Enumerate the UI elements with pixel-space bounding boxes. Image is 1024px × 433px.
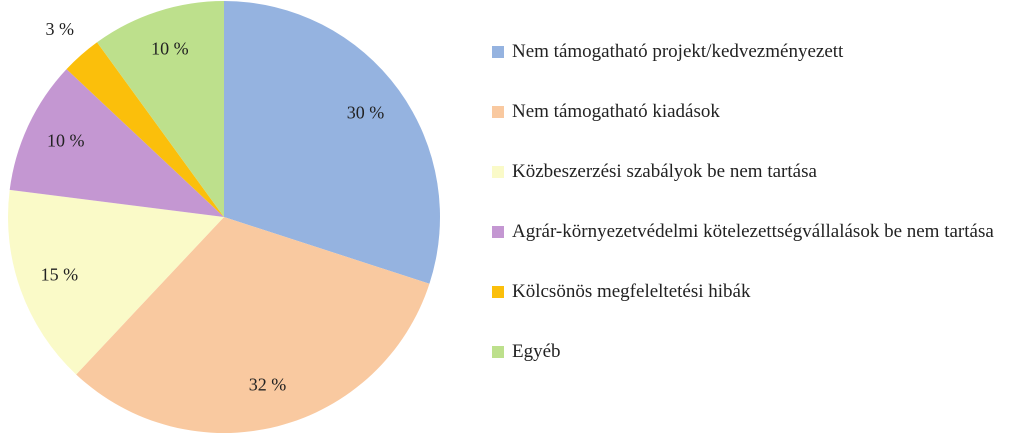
legend-swatch <box>492 226 504 238</box>
legend-swatch <box>492 346 504 358</box>
legend-item: Agrár-környezetvédelmi kötelezettségváll… <box>492 219 1017 245</box>
legend-label: Nem támogatható kiadások <box>512 101 720 122</box>
legend-item: Kölcsönös megfeleltetési hibák <box>492 279 1017 305</box>
legend-label: Egyéb <box>512 341 561 362</box>
pie-slice <box>9 69 225 218</box>
legend-label: Közbeszerzési szabályok be nem tartása <box>512 161 817 182</box>
legend-item: Egyéb <box>492 339 1017 365</box>
legend-item: Nem támogatható kiadások <box>492 99 1017 125</box>
data-label: 10 % <box>47 131 85 151</box>
legend-swatch <box>492 166 504 178</box>
data-label: 3 % <box>45 19 74 39</box>
pie-slice <box>97 1 224 217</box>
legend-swatch <box>492 106 504 118</box>
legend-swatch <box>492 286 504 298</box>
legend-label: Nem támogatható projekt/kedvezményezett <box>512 41 844 62</box>
pie-slice <box>224 1 440 284</box>
legend-label: Kölcsönös megfeleltetési hibák <box>512 281 751 302</box>
legend-item: Nem támogatható projekt/kedvezményezett <box>492 39 1017 65</box>
pie-slice <box>76 217 430 433</box>
pie-slice <box>66 42 224 217</box>
legend-label: Agrár-környezetvédelmi kötelezettségváll… <box>512 221 994 242</box>
legend-item: Közbeszerzési szabályok be nem tartása <box>492 159 1017 185</box>
pie-slice <box>7 189 224 375</box>
chart: 30 % 32 % 15 % 10 % 3 % 10 % <box>7 1 440 433</box>
data-label: 30 % <box>347 102 385 122</box>
data-label: 10 % <box>151 39 189 59</box>
data-label: 32 % <box>249 375 287 395</box>
data-label: 15 % <box>41 264 79 284</box>
legend-swatch <box>492 46 504 58</box>
